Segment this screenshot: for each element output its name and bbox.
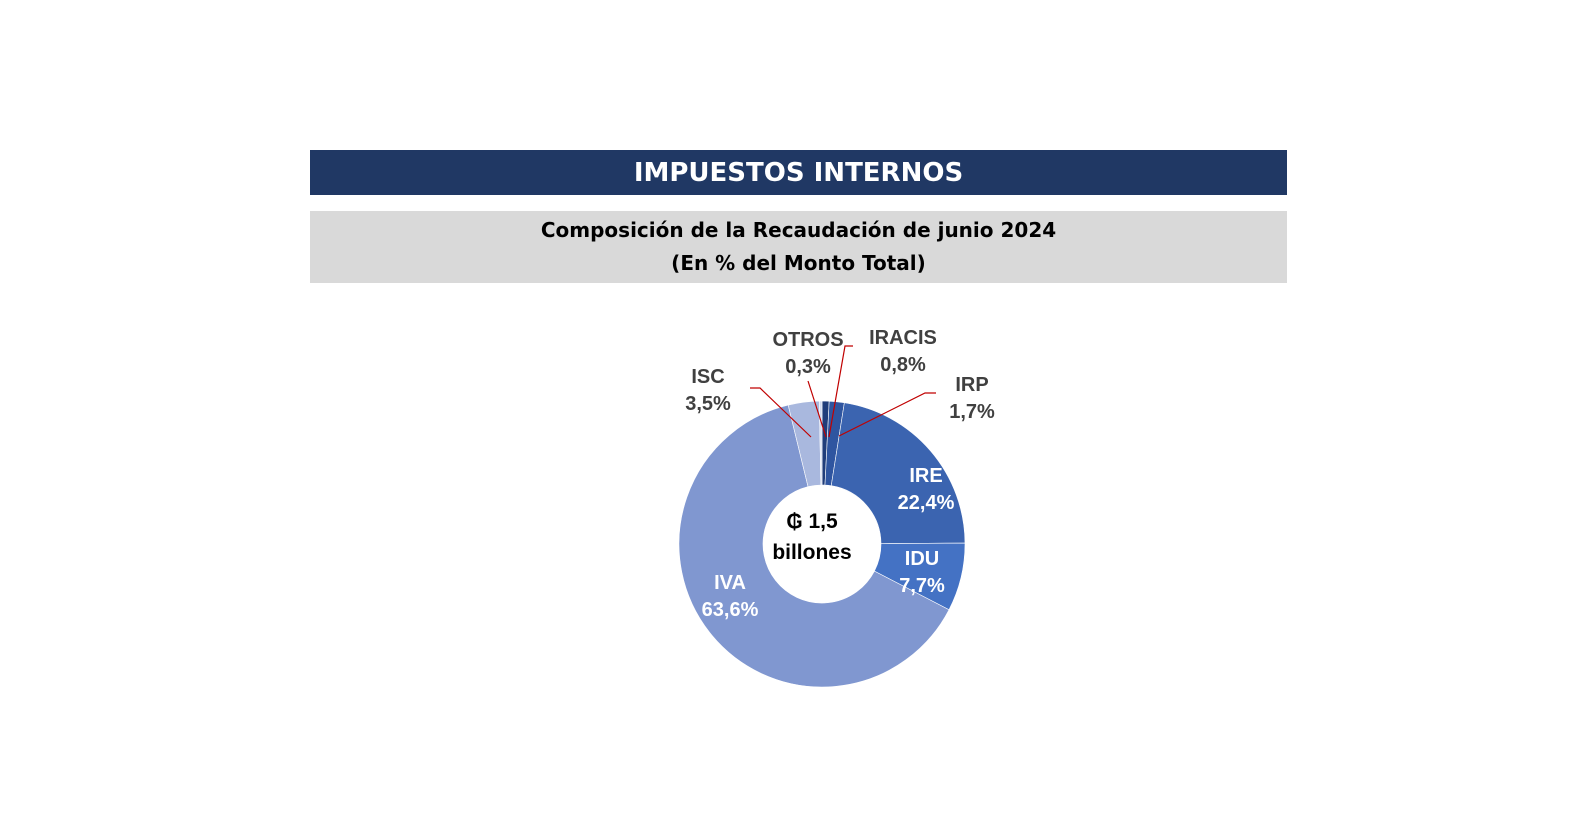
label-iracis-value: 0,8% [880, 354, 926, 376]
center-unit: billones [772, 541, 851, 564]
center-amount: ₲ 1,5 [786, 510, 838, 533]
leader-line-otros [807, 380, 827, 438]
chart-title: Composición de la Recaudación de junio 2… [540, 218, 1057, 242]
label-ire-value: 22,4% [898, 492, 955, 514]
label-otros-name: OTROS [772, 329, 843, 351]
label-isc-name: ISC [691, 366, 724, 388]
label-idu-name: IDU [905, 548, 939, 570]
label-iracis-name: IRACIS [869, 327, 937, 349]
label-irp-value: 1,7% [949, 401, 995, 423]
header-title: IMPUESTOS INTERNOS [633, 157, 964, 188]
leader-line-isc [750, 387, 812, 438]
donut-slices [678, 400, 966, 688]
chart-subtitle-box: Composición de la Recaudación de junio 2… [310, 211, 1287, 283]
slice-iva [678, 404, 950, 688]
label-idu-value: 7,7% [899, 575, 945, 597]
label-irp-name: IRP [955, 374, 988, 396]
slice-ire [830, 402, 966, 544]
label-iva-value: 63,6% [702, 599, 759, 621]
label-isc-value: 3,5% [685, 393, 731, 415]
leader-line-irp [838, 392, 936, 437]
label-iva-name: IVA [714, 572, 746, 594]
label-otros-value: 0,3% [785, 356, 831, 378]
chart-subtitle: (En % del Monto Total) [671, 251, 926, 275]
header-bar: IMPUESTOS INTERNOS [310, 150, 1287, 195]
label-ire-name: IRE [909, 465, 942, 487]
leader-line-iracis [828, 345, 853, 438]
leader-lines [750, 345, 936, 438]
